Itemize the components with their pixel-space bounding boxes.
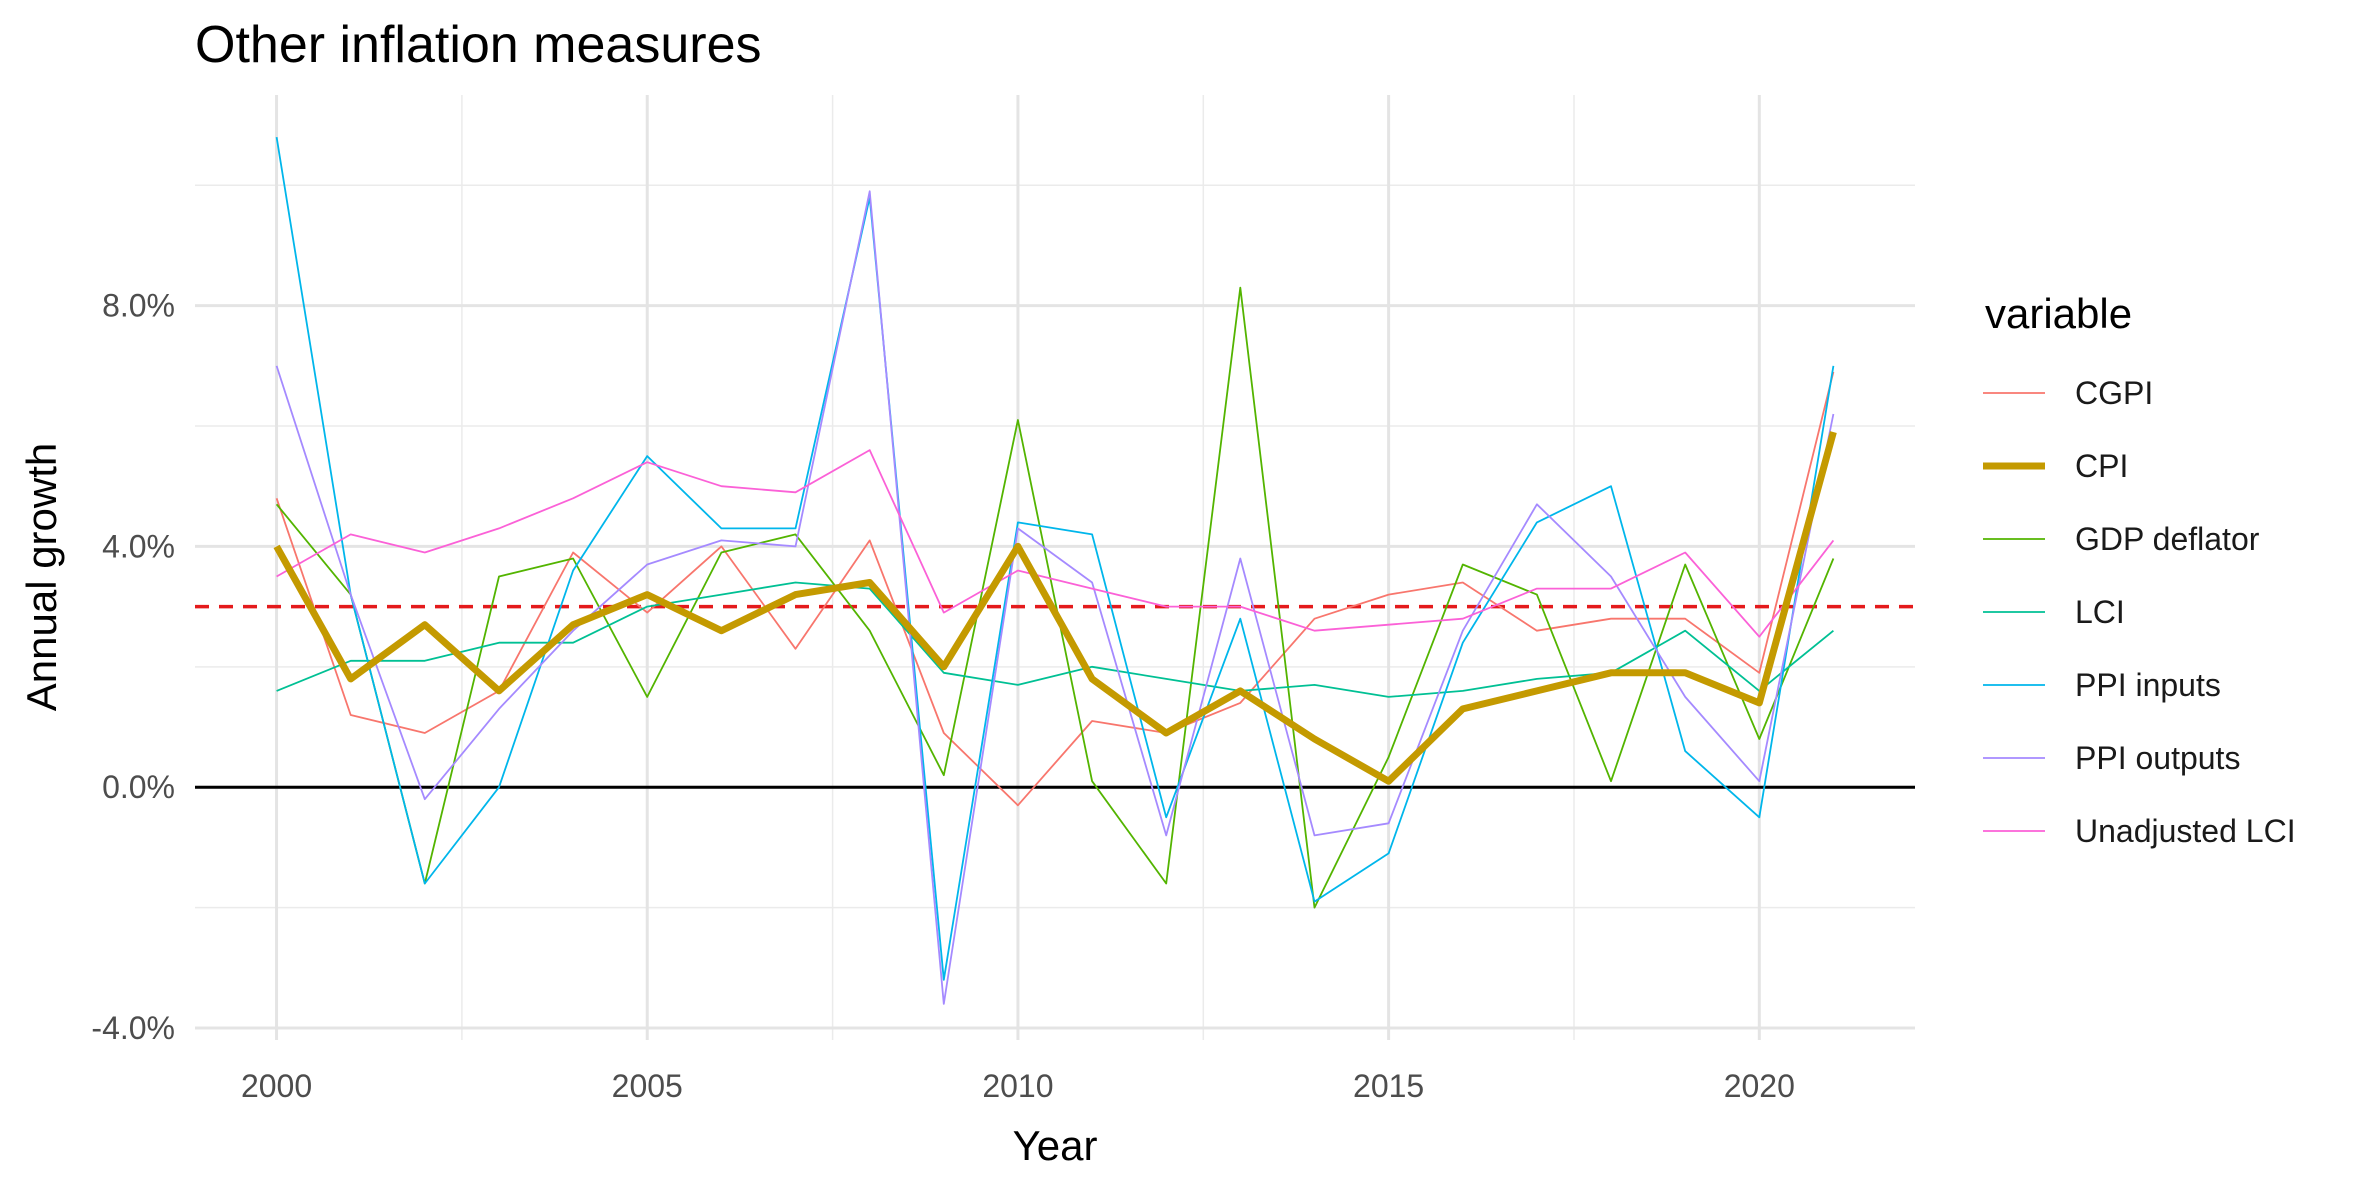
series-line-gdp-deflator xyxy=(275,286,1835,909)
x-tick-label: 2020 xyxy=(1724,1068,1795,1104)
series-line-ppi-inputs xyxy=(275,136,1835,981)
series-line-ppi-outputs xyxy=(275,190,1835,1005)
legend-item-label: Unadjusted LCI xyxy=(2075,813,2296,849)
grid xyxy=(195,95,1915,1040)
legend-item-label: PPI inputs xyxy=(2075,667,2221,703)
legend-item-label: GDP deflator xyxy=(2075,521,2260,557)
legend: CGPI CPI GDP deflator LCI PPI inputs PPI outp… xyxy=(1983,375,2296,849)
x-axis-title: Year xyxy=(1013,1122,1098,1169)
y-axis-ticks: -4.0% 0.0% 4.0% 8.0% xyxy=(91,288,175,1046)
legend-item-label: CGPI xyxy=(2075,375,2153,411)
x-tick-label: 2005 xyxy=(612,1068,683,1104)
legend-item-label: PPI outputs xyxy=(2075,740,2240,776)
series-line-unadjusted-lci xyxy=(276,449,1835,638)
y-tick-label: -4.0% xyxy=(91,1010,175,1046)
y-axis-title: Annual growth xyxy=(18,443,65,712)
legend-title: variable xyxy=(1985,290,2132,337)
series-line-cpi xyxy=(273,431,1837,785)
chart-title: Other inflation measures xyxy=(195,16,762,74)
x-axis-ticks: 2000 2005 2010 2015 2020 xyxy=(241,1068,1795,1104)
reference-lines xyxy=(195,604,1915,789)
x-tick-label: 2015 xyxy=(1353,1068,1424,1104)
series-line-lci xyxy=(276,581,1834,698)
x-tick-label: 2010 xyxy=(982,1068,1053,1104)
series-lines xyxy=(273,136,1837,1005)
legend-item-label: CPI xyxy=(2075,448,2128,484)
x-tick-label: 2000 xyxy=(241,1068,312,1104)
series-line-cgpi xyxy=(275,371,1835,807)
legend-item-label: LCI xyxy=(2075,594,2125,630)
y-tick-label: 4.0% xyxy=(102,528,175,564)
y-tick-label: 8.0% xyxy=(102,288,175,324)
y-tick-label: 0.0% xyxy=(102,769,175,805)
